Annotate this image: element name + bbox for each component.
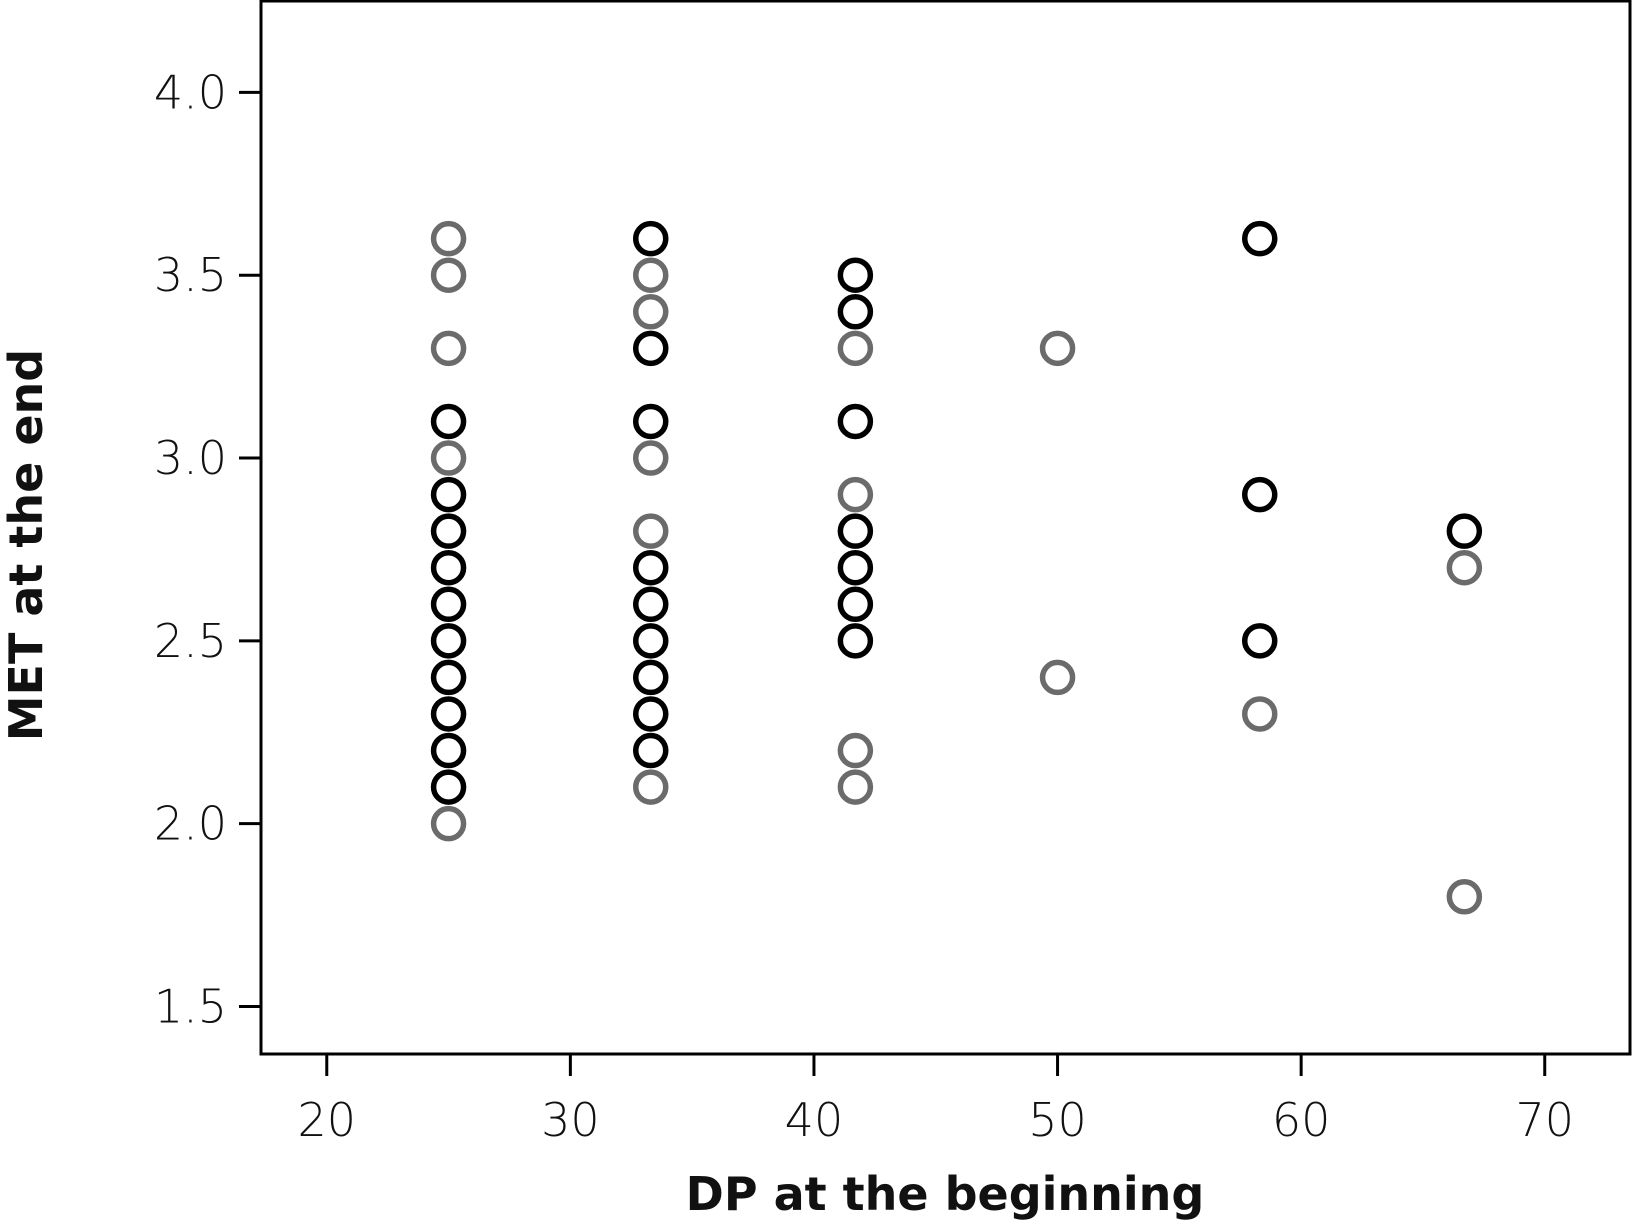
x-axis-ticks: 20 30 40 50 60 70	[297, 1054, 1574, 1147]
y-axis-ticks: 1.5 2.0 2.5 3.0 3.5 4.0	[154, 65, 261, 1033]
data-point	[837, 403, 874, 440]
x-tick-label: 30	[541, 1093, 600, 1147]
data-point	[430, 732, 467, 769]
data-point	[837, 586, 874, 623]
data-point	[633, 623, 669, 659]
data-point	[1446, 549, 1483, 586]
x-tick-label: 50	[1028, 1093, 1087, 1147]
data-point	[1241, 476, 1278, 513]
data-point	[430, 769, 467, 805]
x-tick-label: 60	[1272, 1093, 1331, 1147]
data-point	[430, 220, 467, 257]
x-tick-label: 40	[785, 1093, 844, 1147]
data-point	[837, 549, 874, 586]
data-point	[633, 696, 669, 732]
data-point	[430, 330, 467, 367]
data-points	[430, 220, 1483, 915]
data-point	[1039, 330, 1076, 367]
y-tick-label: 2.0	[154, 797, 227, 851]
data-point	[1039, 659, 1076, 696]
y-tick-label: 2.5	[154, 614, 227, 668]
data-point	[633, 294, 669, 330]
data-point	[1241, 623, 1278, 659]
data-point	[837, 513, 874, 549]
data-point	[430, 805, 467, 842]
data-point	[633, 220, 669, 257]
data-point	[633, 330, 669, 367]
data-point	[430, 696, 467, 732]
x-tick-label: 70	[1515, 1093, 1574, 1147]
data-point	[430, 623, 467, 659]
data-point	[633, 403, 669, 440]
data-point	[633, 586, 669, 623]
data-point	[633, 549, 669, 586]
data-point	[633, 659, 669, 696]
y-tick-label: 4.0	[154, 65, 227, 119]
y-tick-label: 3.0	[154, 431, 227, 485]
y-tick-label: 1.5	[154, 979, 227, 1033]
data-point	[430, 440, 467, 476]
data-point	[837, 769, 874, 805]
data-point	[430, 513, 467, 549]
data-point	[1241, 696, 1278, 732]
data-point	[430, 549, 467, 586]
data-point	[837, 330, 874, 367]
y-tick-label: 3.5	[154, 248, 227, 302]
data-point	[1241, 220, 1278, 257]
x-tick-label: 20	[297, 1093, 356, 1147]
data-point	[837, 257, 874, 293]
data-point	[633, 440, 669, 476]
data-point	[430, 403, 467, 440]
data-point	[430, 586, 467, 623]
data-point	[430, 659, 467, 696]
data-point	[633, 513, 669, 549]
data-point	[837, 476, 874, 513]
data-point	[1446, 879, 1483, 915]
data-point	[430, 257, 467, 293]
plot-area-frame	[259, 0, 1632, 1056]
data-point	[837, 623, 874, 659]
data-point	[633, 732, 669, 769]
data-point	[633, 769, 669, 805]
data-point	[837, 732, 874, 769]
data-point	[1446, 513, 1483, 549]
data-point	[837, 294, 874, 330]
data-point	[633, 257, 669, 293]
x-axis-title: DP at the beginning	[686, 1167, 1205, 1221]
data-point	[430, 476, 467, 513]
y-axis-title: MET at the end	[0, 349, 53, 741]
